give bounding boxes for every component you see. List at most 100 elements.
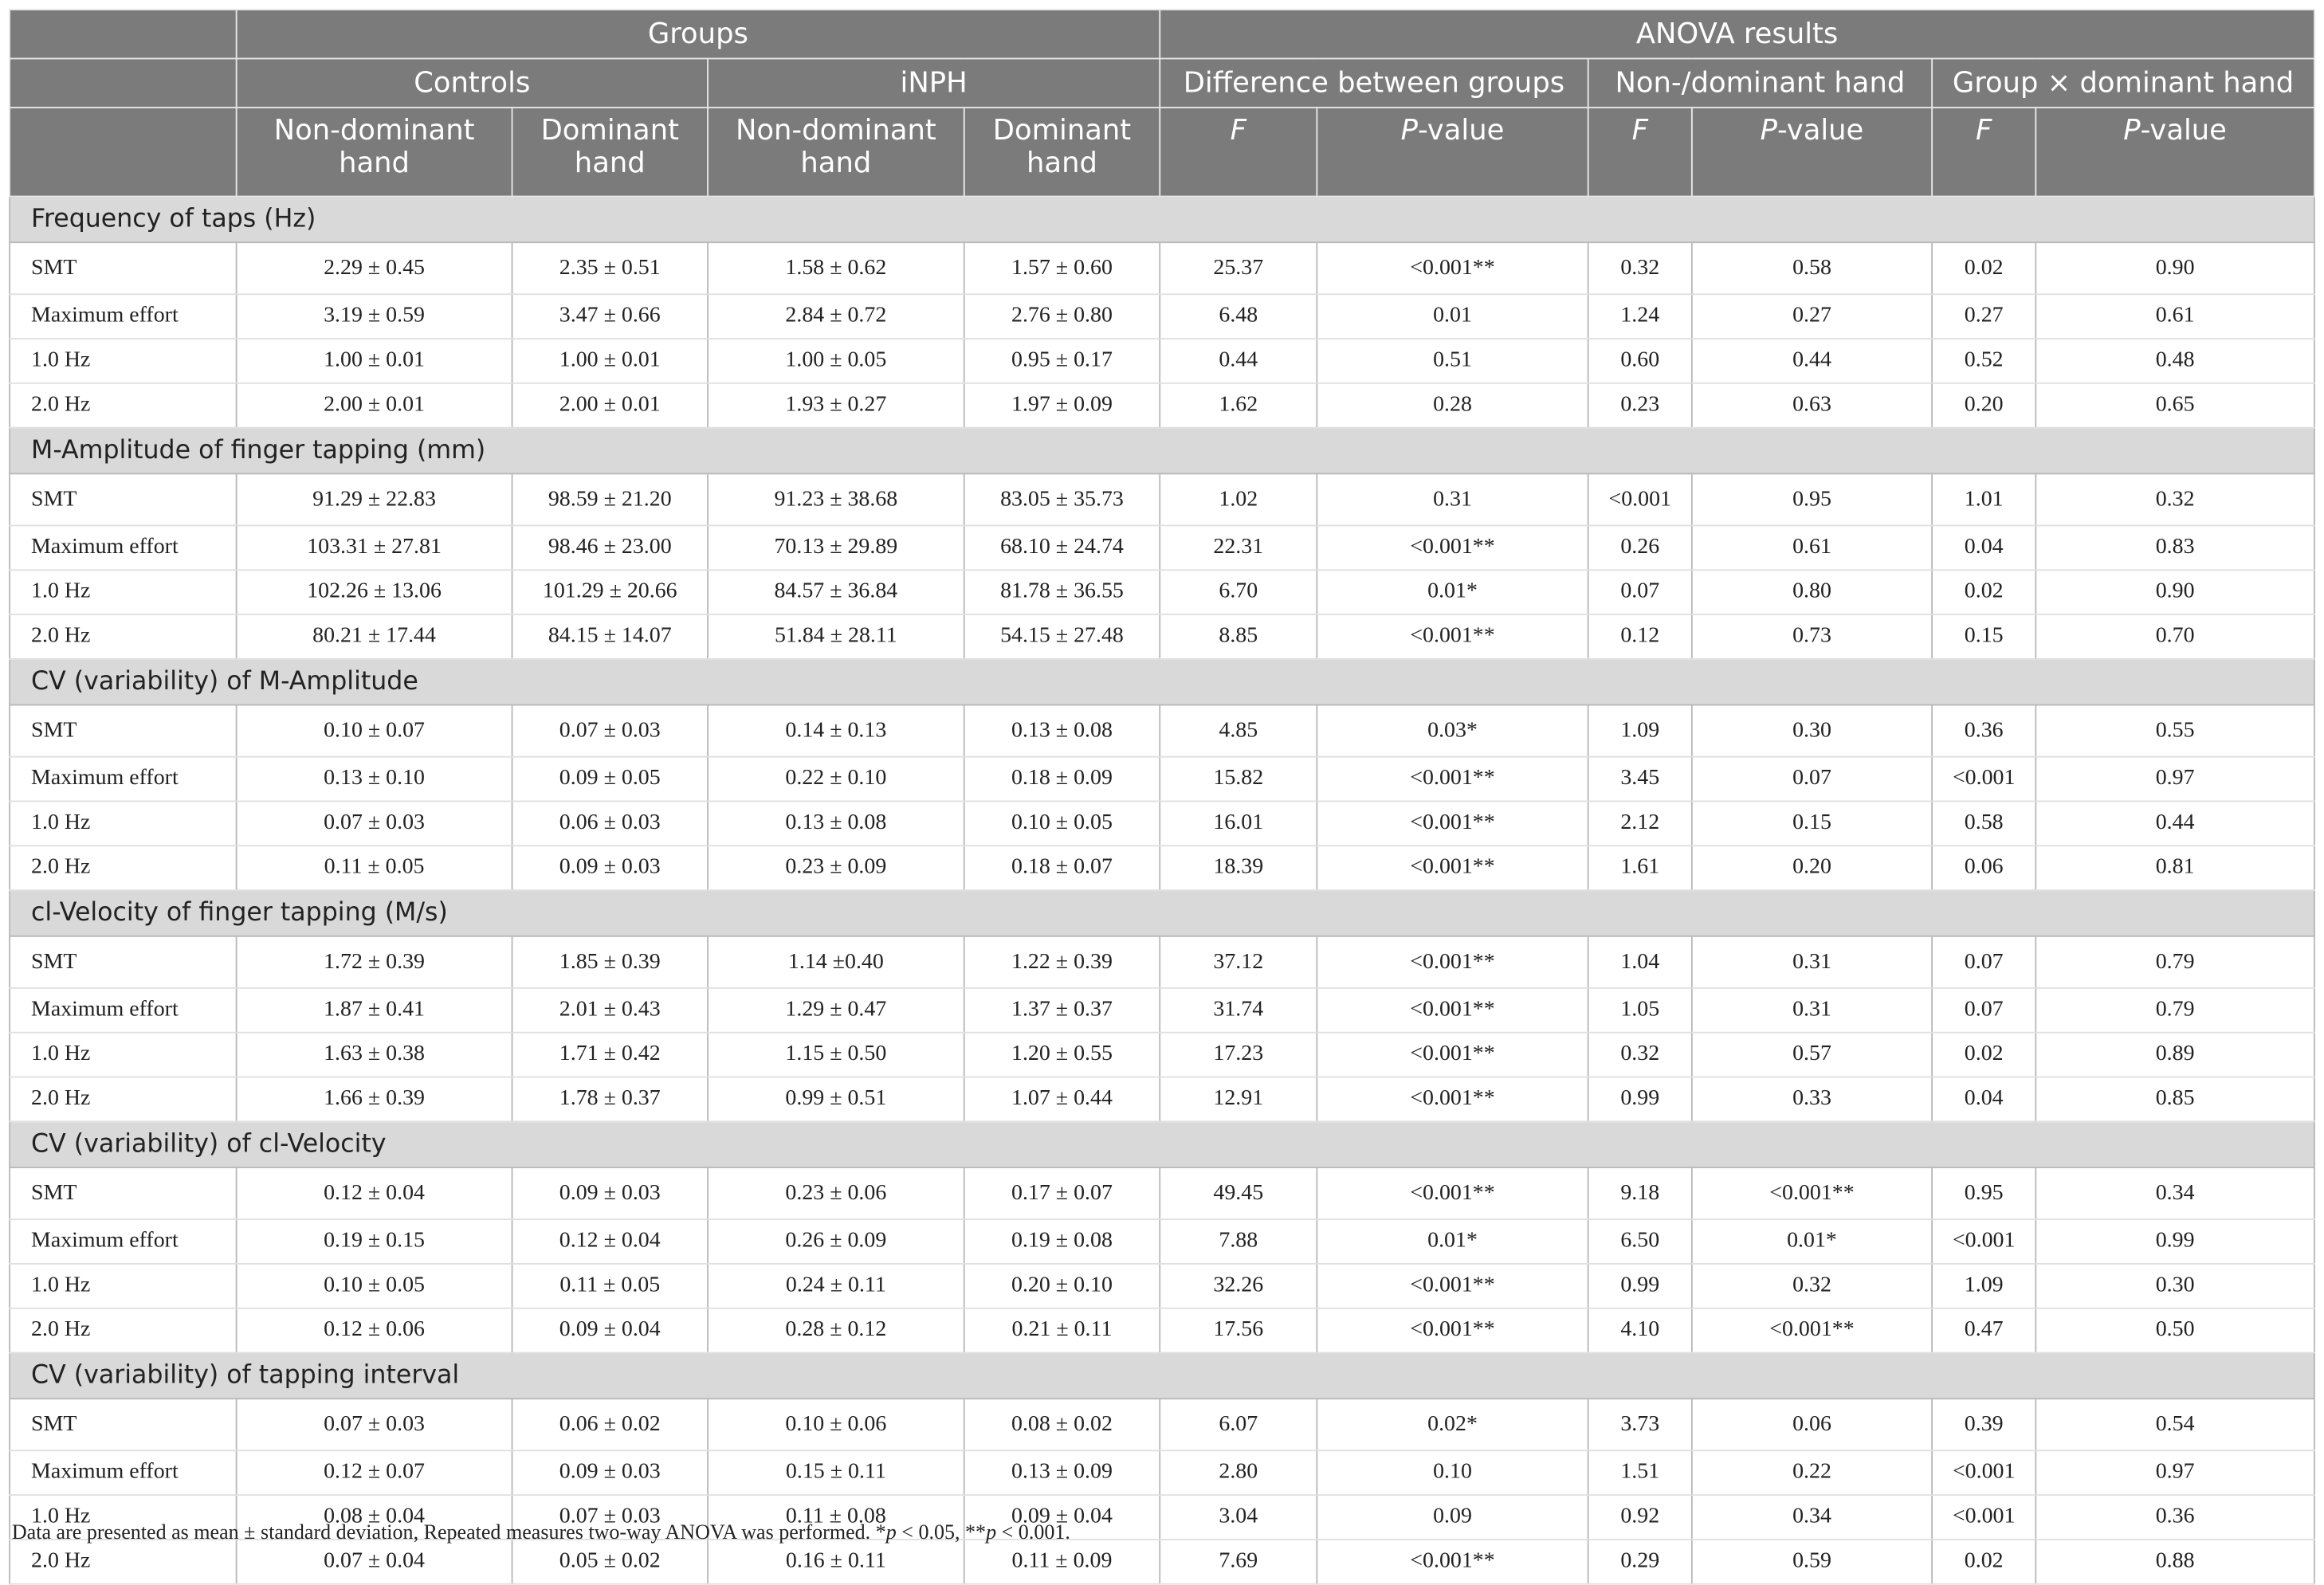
table-cell: 0.10 ± 0.05 <box>963 801 1161 847</box>
table-cell: 0.61 <box>1690 525 1933 571</box>
table-cell: 0.06 ± 0.02 <box>511 1399 709 1452</box>
table-cell: 1.05 <box>1587 987 1693 1034</box>
table-cell: 0.34 <box>2035 1167 2315 1221</box>
table-cell: 0.01* <box>1316 570 1589 616</box>
table-cell: <0.001** <box>1316 1308 1589 1354</box>
table-cell: 1.78 ± 0.37 <box>511 1077 709 1123</box>
table-row: 1.0 Hz 0.08 ± 0.04 0.07 ± 0.03 0.11 ± 0.08 0… <box>9 1495 2315 1540</box>
table-cell: <0.001** <box>1316 936 1589 989</box>
table-cell: 0.08 ± 0.02 <box>963 1399 1161 1452</box>
table-cell: 1.58 ± 0.62 <box>707 242 965 296</box>
table-cell: <0.001** <box>1316 756 1589 802</box>
table-cell: 2.80 <box>1159 1450 1318 1497</box>
table-cell: 0.07 <box>1690 756 1933 802</box>
table-cell: 0.88 <box>2035 1539 2315 1585</box>
table-cell: 0.13 ± 0.10 <box>235 756 513 802</box>
table-cell: 0.44 <box>1690 339 1933 384</box>
table-cell: 0.06 ± 0.03 <box>511 801 709 847</box>
table-cell: 1.00 ± 0.05 <box>707 339 965 384</box>
corner-cell <box>9 106 238 198</box>
table-row: SMT 0.10 ± 0.07 0.07 ± 0.03 0.14 ± 0.13 0.13… <box>9 704 2315 758</box>
table-cell: 1.07 ± 0.44 <box>963 1077 1161 1123</box>
p-rest: -value <box>2140 114 2227 147</box>
table-cell: 2.12 <box>1587 801 1693 847</box>
table-cell: 0.23 ± 0.09 <box>707 845 965 892</box>
col-hand-f: F <box>1587 106 1693 198</box>
table-cell: 1.72 ± 0.39 <box>235 936 513 989</box>
table-cell: 0.10 <box>1316 1450 1589 1497</box>
footnote: Data are presented as mean ± standard de… <box>12 1523 1070 1547</box>
table-cell: 0.89 <box>2035 1032 2315 1078</box>
section-row: CV (variability) of tapping interval <box>9 1352 2315 1400</box>
row-label: Maximum effort <box>9 756 238 802</box>
table-cell: 0.29 <box>1587 1539 1693 1585</box>
table-cell: 0.90 <box>2035 570 2315 616</box>
table-cell: 0.30 <box>2035 1263 2315 1309</box>
table-cell: 0.63 <box>1690 383 1933 429</box>
table-cell: 0.07 ± 0.03 <box>511 1495 709 1540</box>
table-cell: 9.18 <box>1587 1167 1693 1221</box>
table-row: 1.0 Hz 1.63 ± 0.38 1.71 ± 0.42 1.15 ± 0.50 1… <box>9 1032 2315 1078</box>
table-cell: 0.31 <box>1690 936 1933 989</box>
table-cell: 84.57 ± 36.84 <box>707 570 965 616</box>
row-label: 2.0 Hz <box>9 614 238 660</box>
row-label: Maximum effort <box>9 987 238 1034</box>
table-cell: 0.99 <box>1587 1077 1693 1123</box>
results-table: Groups ANOVA results Controls iNPH Diffe… <box>9 9 2315 1585</box>
table-cell: 3.45 <box>1587 756 1693 802</box>
table-cell: 1.37 ± 0.37 <box>963 987 1161 1034</box>
table-row: SMT 2.29 ± 0.45 2.35 ± 0.51 1.58 ± 0.62 1.57… <box>9 242 2315 296</box>
table-cell: 51.84 ± 28.11 <box>707 614 965 660</box>
row-label: 1.0 Hz <box>9 1032 238 1078</box>
table-cell: 1.00 ± 0.01 <box>511 339 709 384</box>
footnote-text-1: Data are presented as mean ± standard de… <box>11 1522 886 1545</box>
table-cell: 8.85 <box>1159 614 1318 660</box>
table-cell: 1.61 <box>1587 845 1693 892</box>
table-cell: 1.22 ± 0.39 <box>963 936 1161 989</box>
table-cell: <0.001** <box>1316 242 1589 296</box>
table-cell: 0.15 ± 0.11 <box>707 1450 965 1497</box>
table-cell: 0.18 ± 0.07 <box>963 845 1161 892</box>
table-cell: 16.01 <box>1159 801 1318 847</box>
table-cell: 0.12 ± 0.04 <box>511 1219 709 1265</box>
table-cell: 0.06 <box>1690 1399 1933 1452</box>
table-cell: 70.13 ± 29.89 <box>707 525 965 571</box>
table-cell: 6.48 <box>1159 294 1318 340</box>
table-cell: 17.56 <box>1159 1308 1318 1354</box>
table-cell: 0.04 <box>1931 1077 2037 1123</box>
table-cell: 0.97 <box>2035 756 2315 802</box>
table-cell: 0.95 <box>1690 473 1933 527</box>
table-cell: 0.81 <box>2035 845 2315 892</box>
table-row: Maximum effort 0.13 ± 0.10 0.09 ± 0.05 0.22… <box>9 756 2315 802</box>
table-cell: 32.26 <box>1159 1263 1318 1309</box>
table-cell: 0.95 <box>1931 1167 2037 1221</box>
table-cell: <0.001** <box>1690 1308 1933 1354</box>
table-cell: 0.80 <box>1690 570 1933 616</box>
table-row: Maximum effort 1.87 ± 0.41 2.01 ± 0.43 1.29… <box>9 987 2315 1034</box>
table-cell: 81.78 ± 36.55 <box>963 570 1161 616</box>
table-cell: 0.65 <box>2035 383 2315 429</box>
row-label: SMT <box>9 936 238 989</box>
table-cell: 0.13 ± 0.08 <box>963 704 1161 758</box>
row-label: Maximum effort <box>9 1219 238 1265</box>
table-cell: <0.001 <box>1931 756 2037 802</box>
table-cell: 101.29 ± 20.66 <box>511 570 709 616</box>
table-cell: 1.85 ± 0.39 <box>511 936 709 989</box>
col-inter-p: P-value <box>2035 106 2315 198</box>
table-cell: 84.15 ± 14.07 <box>511 614 709 660</box>
table-cell: 0.09 ± 0.03 <box>511 1450 709 1497</box>
table-row: 2.0 Hz 80.21 ± 17.44 84.15 ± 14.07 51.84 ± … <box>9 614 2315 660</box>
table-cell: 0.70 <box>2035 614 2315 660</box>
col-hand-p: P-value <box>1690 106 1933 198</box>
table-cell: 2.00 ± 0.01 <box>235 383 513 429</box>
table-cell: 0.19 ± 0.08 <box>963 1219 1161 1265</box>
table-cell: 0.54 <box>2035 1399 2315 1452</box>
table-cell: 1.04 <box>1587 936 1693 989</box>
section-title: M-Amplitude of finger tapping (mm) <box>9 426 2315 475</box>
section-row: CV (variability) of cl-Velocity <box>9 1120 2315 1168</box>
table-row: 2.0 Hz 2.00 ± 0.01 2.00 ± 0.01 1.93 ± 0.27 1… <box>9 383 2315 429</box>
table-cell: 102.26 ± 13.06 <box>235 570 513 616</box>
table-cell: 1.14 ±0.40 <box>707 936 965 989</box>
table-body: Frequency of taps (Hz) SMT 2.29 ± 0.45 2.35… <box>9 195 2315 1585</box>
table-cell: 4.10 <box>1587 1308 1693 1354</box>
